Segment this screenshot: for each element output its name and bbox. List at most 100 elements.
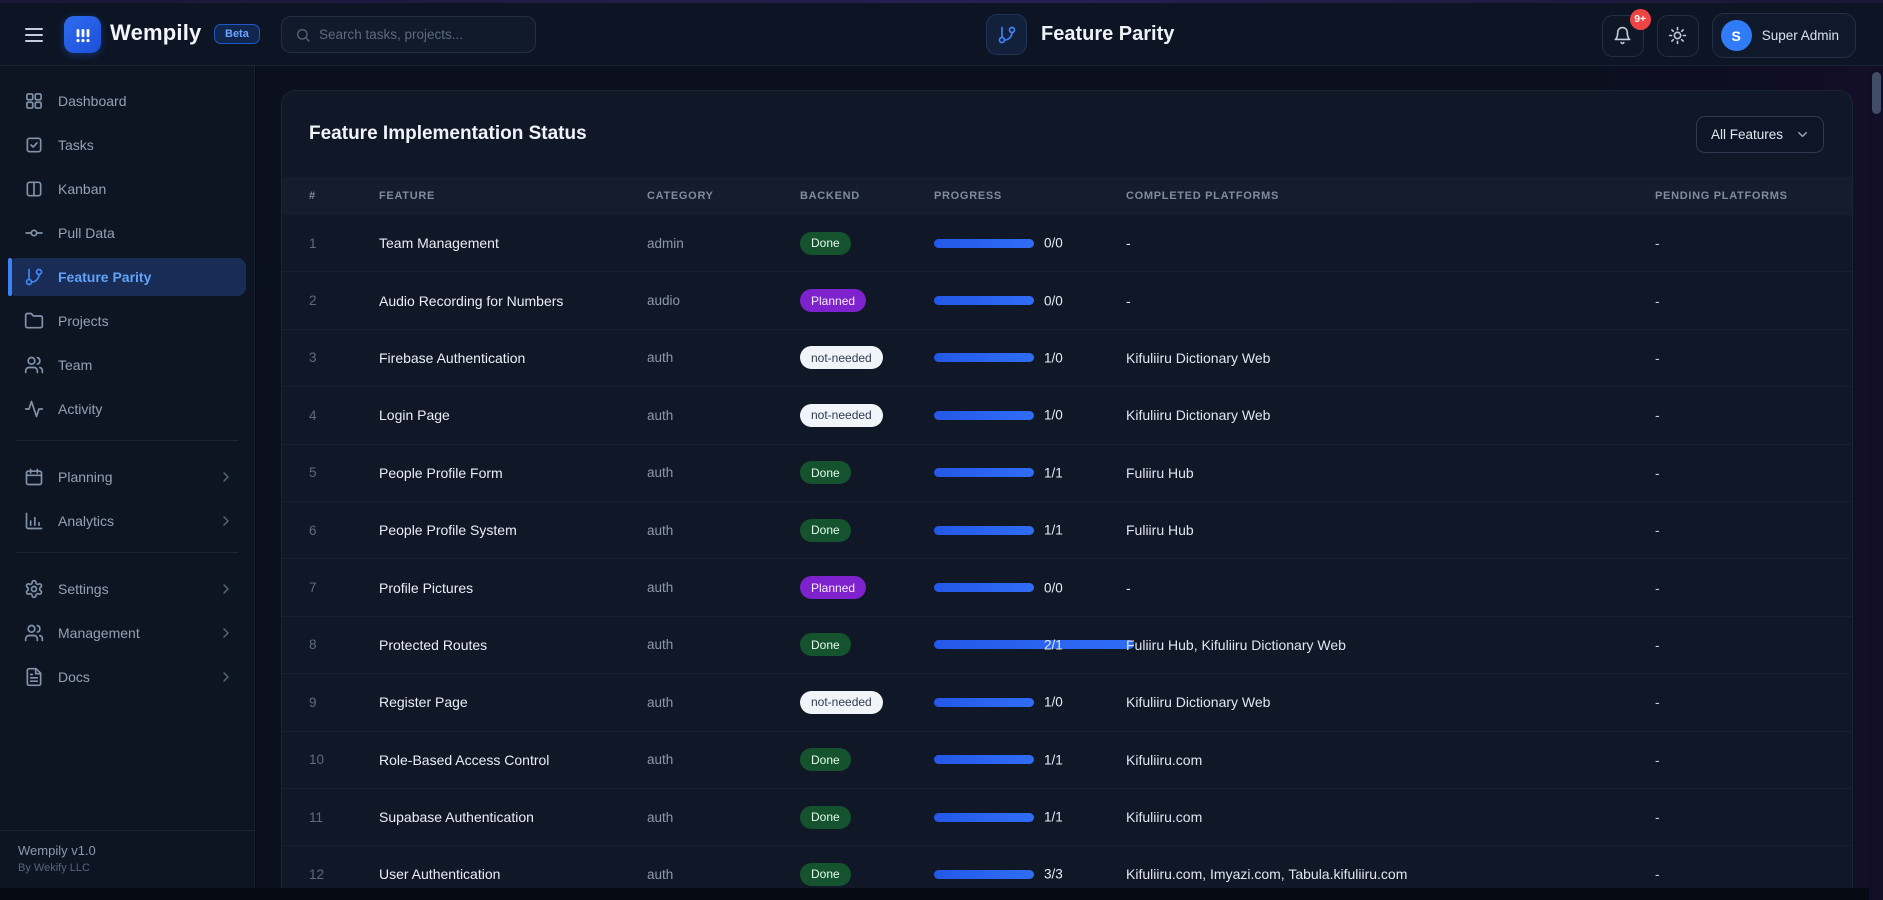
completed-platforms: - [1126, 235, 1131, 252]
sidebar-item-label: Tasks [58, 137, 94, 153]
backend-status-badge: Done [800, 862, 851, 886]
sidebar-item-kanban[interactable]: Kanban [8, 170, 246, 208]
main-content: Feature Implementation Status All Featur… [256, 66, 1883, 888]
row-number: 2 [309, 293, 317, 309]
completed-platforms: Kifuliiru Dictionary Web [1126, 349, 1271, 366]
table-row[interactable]: 3 Firebase Authentication auth not-neede… [282, 330, 1852, 388]
sidebar-item-dashboard[interactable]: Dashboard [8, 82, 246, 120]
backend-status-badge: Planned [800, 576, 867, 600]
git-branch-icon [997, 25, 1017, 45]
gear-icon [24, 579, 44, 599]
sidebar-item-team[interactable]: Team [8, 346, 246, 384]
feature-status-card: Feature Implementation Status All Featur… [281, 90, 1853, 888]
task-check-icon [24, 135, 44, 155]
progress-bar [934, 238, 1034, 248]
progress-cell: 0/0 [934, 272, 1126, 328]
completed-platforms: Fuliiru Hub [1126, 464, 1194, 481]
sidebar-item-tasks[interactable]: Tasks [8, 126, 246, 164]
column-header: PROGRESS [934, 190, 1002, 202]
notifications-button[interactable]: 9+ [1601, 8, 1651, 57]
completed-platforms: - [1126, 292, 1131, 309]
progress-label: 1/1 [1044, 522, 1063, 538]
feature-category: auth [647, 522, 674, 538]
backend-status-badge: Done [800, 748, 851, 772]
chevron-right-icon [218, 581, 234, 597]
table-row[interactable]: 2 Audio Recording for Numbers audio Plan… [282, 272, 1852, 330]
row-number: 10 [309, 752, 325, 768]
table-row[interactable]: 5 People Profile Form auth Done 1/1 Fuli… [282, 445, 1852, 502]
backend-cell: Done [800, 862, 934, 886]
user-name: Super Admin [1761, 28, 1839, 43]
avatar: S [1720, 20, 1752, 51]
folder-icon [24, 311, 44, 331]
feature-name: Audio Recording for Numbers [379, 292, 564, 309]
row-number: 1 [309, 235, 317, 251]
table-row[interactable]: 11 Supabase Authentication auth Done 1/1… [282, 789, 1852, 847]
progress-label: 3/3 [1044, 866, 1063, 882]
search-input[interactable] [319, 27, 525, 42]
feature-category: auth [647, 866, 674, 882]
backend-cell: Done [800, 231, 934, 255]
user-menu-button[interactable]: S Super Admin [1711, 13, 1856, 58]
progress-label: 0/0 [1044, 580, 1063, 596]
sidebar-toggle-button[interactable] [16, 17, 52, 53]
pending-platforms: - [1655, 235, 1660, 252]
pending-platforms: - [1655, 751, 1660, 768]
search-icon [295, 27, 311, 43]
sidebar-item-projects[interactable]: Projects [8, 302, 246, 340]
users-icon [24, 355, 44, 375]
column-header: FEATURE [379, 190, 436, 202]
sidebar-item-feature-parity[interactable]: Feature Parity [8, 258, 246, 296]
sidebar-item-management[interactable]: Management [8, 614, 246, 652]
sidebar-item-analytics[interactable]: Analytics [8, 502, 246, 540]
table-row[interactable]: 1 Team Management admin Done 0/0 - - [282, 215, 1852, 273]
feature-name: Protected Routes [379, 636, 488, 653]
pending-platforms: - [1655, 464, 1660, 481]
progress-cell: 1/1 [934, 445, 1126, 501]
sidebar-item-planning[interactable]: Planning [8, 458, 246, 496]
chevron-right-icon [218, 625, 234, 641]
feature-category: auth [647, 580, 674, 596]
row-number: 9 [309, 694, 317, 710]
pending-platforms: - [1655, 349, 1660, 366]
theme-toggle-button[interactable] [1656, 14, 1699, 57]
completed-platforms: - [1126, 579, 1131, 596]
sidebar-item-pull-data[interactable]: Pull Data [8, 214, 246, 252]
progress-cell: 1/1 [934, 789, 1126, 845]
progress-bar [934, 640, 1134, 650]
feature-category: auth [647, 465, 674, 481]
completed-platforms: Fuliiru Hub, Kifuliiru Dictionary Web [1126, 636, 1346, 653]
completed-platforms: Fuliiru Hub [1126, 522, 1194, 539]
progress-bar [934, 353, 1034, 363]
table-row[interactable]: 4 Login Page auth not-needed 1/0 Kifulii… [282, 387, 1852, 445]
backend-status-badge: Done [800, 461, 851, 485]
sidebar-item-activity[interactable]: Activity [8, 390, 246, 428]
table-row[interactable]: 6 People Profile System auth Done 1/1 Fu… [282, 502, 1852, 560]
progress-bar [934, 755, 1034, 765]
sidebar-divider [16, 440, 238, 441]
table-row[interactable]: 7 Profile Pictures auth Planned 0/0 - - [282, 559, 1852, 617]
sidebar-item-settings[interactable]: Settings [8, 570, 246, 608]
sidebar-item-docs[interactable]: Docs [8, 658, 246, 696]
progress-bar [934, 525, 1034, 535]
table-row[interactable]: 8 Protected Routes auth Done 2/1 Fuliiru… [282, 617, 1852, 675]
progress-label: 1/1 [1044, 752, 1063, 768]
chevron-right-icon [218, 669, 234, 685]
table-row[interactable]: 10 Role-Based Access Control auth Done 1… [282, 732, 1852, 789]
table-row[interactable]: 12 User Authentication auth Done 3/3 Kif… [282, 846, 1852, 888]
sidebar-footer: Wempily v1.0 By Wekify LLC [0, 830, 254, 888]
feature-filter-select[interactable]: All Features [1695, 115, 1824, 153]
completed-platforms: Kifuliiru Dictionary Web [1126, 694, 1271, 711]
column-header: # [309, 190, 316, 202]
column-header: BACKEND [800, 190, 860, 202]
feature-category: auth [647, 637, 674, 653]
feature-name: Firebase Authentication [379, 349, 526, 366]
search-bar[interactable] [281, 16, 536, 53]
scrollbar-thumb[interactable] [1871, 72, 1881, 114]
sidebar-item-label: Docs [58, 669, 90, 685]
bell-icon [1613, 26, 1632, 45]
table-row[interactable]: 9 Register Page auth not-needed 1/0 Kifu… [282, 674, 1852, 732]
backend-status-badge: not-needed [800, 690, 883, 714]
feature-category: admin [647, 235, 684, 251]
pending-platforms: - [1655, 809, 1660, 826]
